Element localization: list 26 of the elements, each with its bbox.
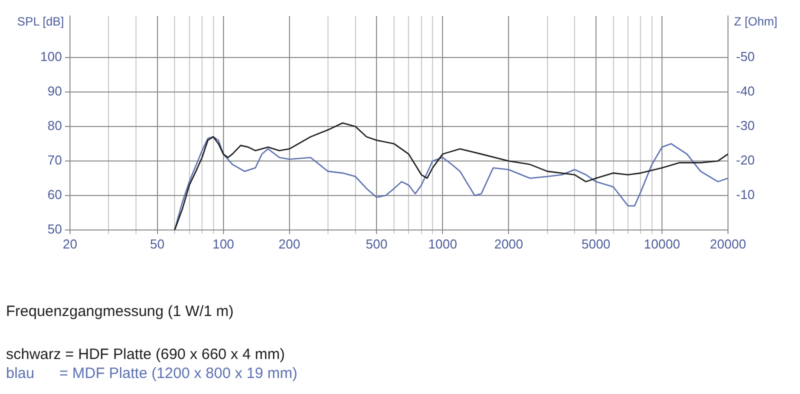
x-tick-label: 200 xyxy=(278,236,300,252)
y2-tick-label: -30 xyxy=(736,118,755,134)
x-tick-label: 20000 xyxy=(710,236,746,252)
y2-tick-label: -10 xyxy=(736,187,755,202)
y2-axis-title: Z [Ohm] xyxy=(734,14,778,28)
y-tick-label: 70 xyxy=(48,152,62,168)
x-tick-label: 2000 xyxy=(494,236,524,252)
y2-tick-label: -20 xyxy=(736,152,755,168)
y-axis-title: SPL [dB] xyxy=(17,14,64,28)
x-tick-label: 50 xyxy=(150,236,165,252)
x-tick-label: 100 xyxy=(212,236,234,252)
y-tick-label: 60 xyxy=(48,187,62,202)
y-tick-label: 90 xyxy=(48,84,62,99)
text: schwarz = HDF Platte (690 x 660 x 4 mm) xyxy=(6,345,286,364)
x-tick-label: 10000 xyxy=(644,236,680,252)
y2-tick-label: -40 xyxy=(736,84,755,99)
text: blau = MDF Platte (1200 x 800 x 19 mm) xyxy=(6,364,298,383)
x-tick-label: 1000 xyxy=(428,236,458,252)
x-tick-label: 500 xyxy=(366,236,388,252)
y-tick-label: 80 xyxy=(48,118,62,134)
text: Frequenzgangmessung (1 W/1 m) xyxy=(6,302,235,321)
x-tick-label: 20 xyxy=(62,236,78,252)
y-tick-label: 50 xyxy=(48,222,62,237)
y-tick-label: 100 xyxy=(40,48,62,64)
y2-tick-label: -50 xyxy=(736,48,755,64)
x-tick-label: 5000 xyxy=(581,236,610,252)
